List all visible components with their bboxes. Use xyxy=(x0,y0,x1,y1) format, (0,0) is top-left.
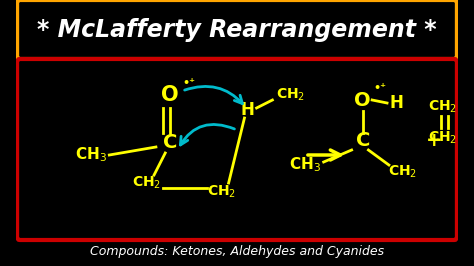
Text: •⁺: •⁺ xyxy=(182,78,195,88)
Text: O: O xyxy=(355,90,371,110)
Text: CH$_2$: CH$_2$ xyxy=(207,184,236,200)
Text: CH$_2$: CH$_2$ xyxy=(132,175,161,191)
Text: C: C xyxy=(356,131,370,151)
Text: CH$_3$: CH$_3$ xyxy=(75,146,107,164)
Text: CH$_2$: CH$_2$ xyxy=(388,164,418,180)
Text: CH$_2$: CH$_2$ xyxy=(276,87,306,103)
Text: H: H xyxy=(240,101,254,119)
FancyBboxPatch shape xyxy=(17,0,457,59)
Text: H: H xyxy=(390,94,403,112)
Text: C: C xyxy=(163,134,177,152)
Text: CH$_2$: CH$_2$ xyxy=(428,99,457,115)
Text: +: + xyxy=(425,131,442,149)
Text: * McLafferty Rearrangement *: * McLafferty Rearrangement * xyxy=(37,18,437,42)
Text: •⁺: •⁺ xyxy=(373,83,386,93)
Text: CH$_2$: CH$_2$ xyxy=(428,130,457,146)
FancyBboxPatch shape xyxy=(17,59,457,240)
Text: CH$_3$: CH$_3$ xyxy=(289,156,321,174)
Text: O: O xyxy=(161,85,179,105)
Text: Compounds: Ketones, Aldehydes and Cyanides: Compounds: Ketones, Aldehydes and Cyanid… xyxy=(90,246,384,259)
